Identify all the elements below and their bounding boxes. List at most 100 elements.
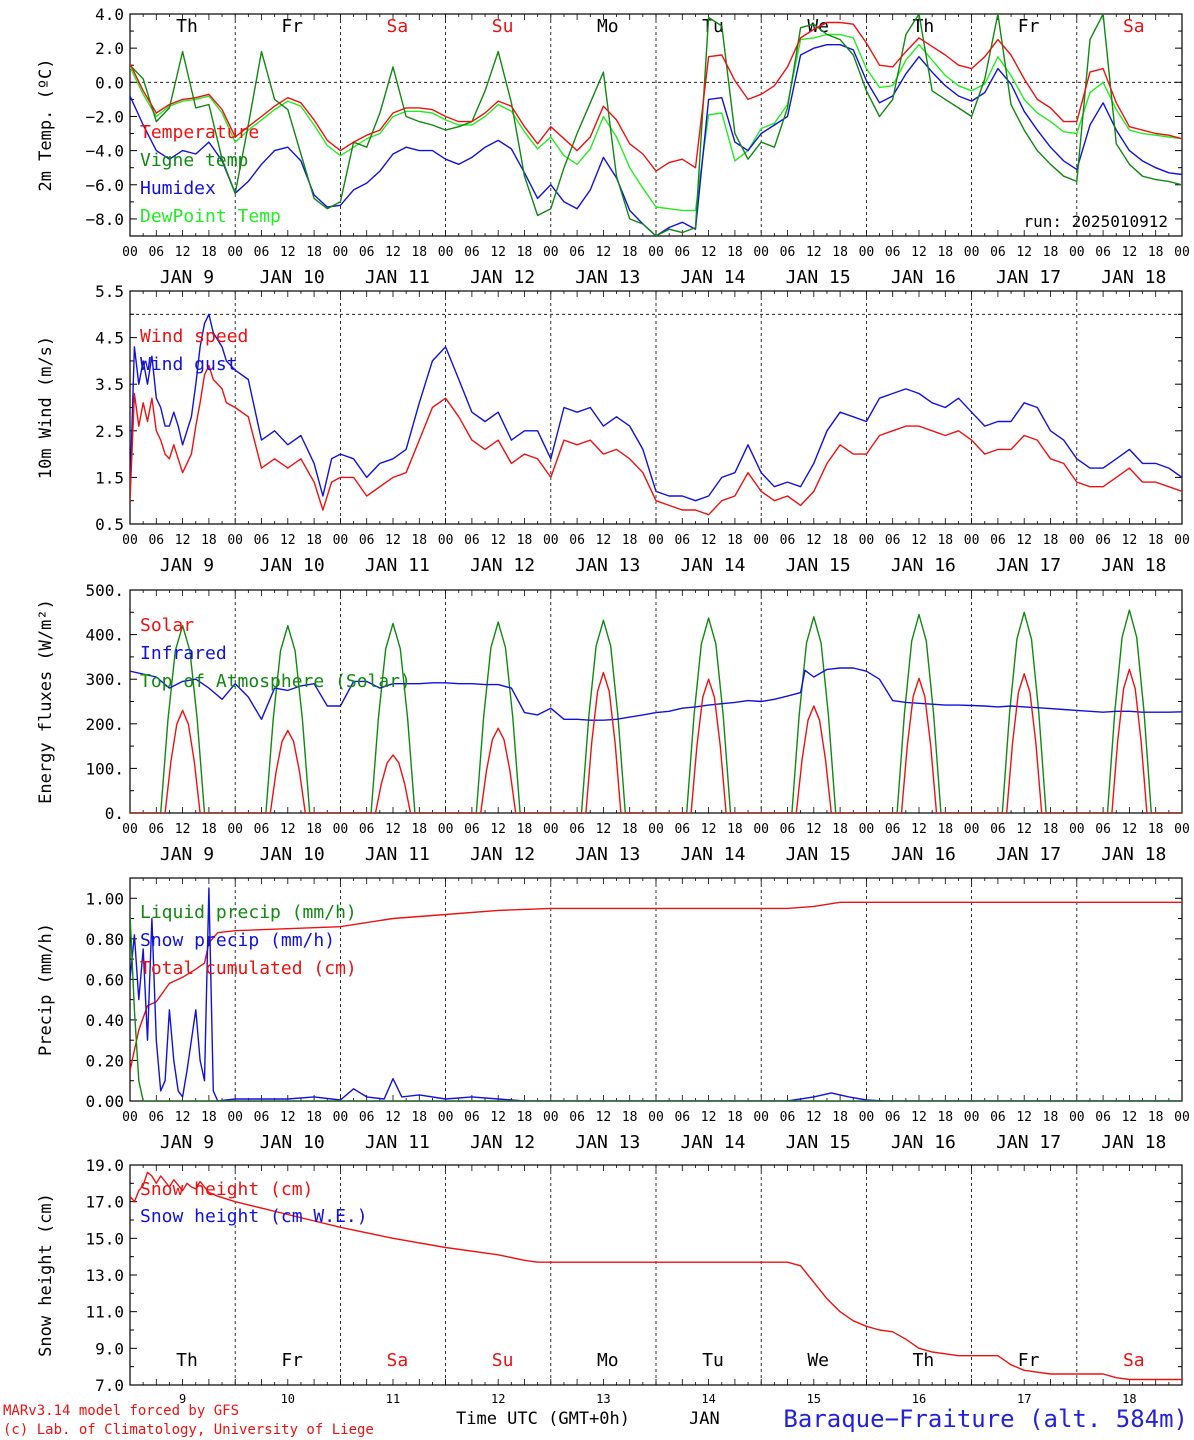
weekday-label: Mo [597,16,619,37]
date-label: JAN 16 [891,1132,956,1153]
weekday-label: Sa [1123,16,1145,37]
hour-tick-label: 00 [648,533,664,548]
date-label: JAN 14 [680,555,745,576]
hour-tick-label: 00 [122,245,138,260]
date-label: JAN 18 [1101,267,1166,288]
hour-tick-label: 18 [306,245,322,260]
y-tick-label: −2.0 [85,107,124,126]
y-tick-label: 0.5 [95,515,124,534]
date-label: JAN 13 [575,1132,640,1153]
y-tick-label: 100. [85,759,124,778]
hour-tick-label: 12 [1016,1110,1032,1125]
hour-tick-label: 12 [911,533,927,548]
date-label: JAN 16 [891,844,956,865]
hour-tick-label: 00 [753,533,769,548]
hour-tick-label: 18 [517,1110,533,1125]
y-tick-label: 1.5 [95,468,124,487]
hour-tick-label: 12 [1122,245,1138,260]
hour-tick-label: 18 [1148,533,1164,548]
y-axis-title: 10m Wind (m/s) [36,336,56,479]
hour-tick-label: 12 [1122,1110,1138,1125]
hour-tick-label: 12 [911,822,927,837]
date-label: JAN 13 [575,555,640,576]
hour-tick-label: 18 [1043,822,1059,837]
date-label: JAN 9 [160,1132,214,1153]
credit-line-2: (c) Lab. of Climatology, University of L… [3,1422,374,1438]
date-label: JAN 15 [786,555,851,576]
run-label: run: 2025010912 [1024,212,1169,231]
hour-tick-label: 18 [1148,1110,1164,1125]
y-tick-label: 2.5 [95,422,124,441]
hour-tick-label: 00 [1069,822,1085,837]
date-label: JAN 18 [1101,555,1166,576]
hour-tick-label: 00 [648,245,664,260]
legend-entry: Infrared [140,643,227,664]
series-group [130,609,1182,813]
series-group [130,313,1182,516]
y-axis-title: Precip (mm/h) [36,923,56,1056]
hour-tick-label: 12 [280,822,296,837]
hour-tick-label: 18 [517,822,533,837]
hour-tick-label: 06 [359,1110,375,1125]
hour-tick-label: 00 [227,533,243,548]
hour-tick-label: 18 [832,533,848,548]
hour-tick-label: 18 [517,245,533,260]
hour-tick-label: 12 [701,533,717,548]
date-label: JAN 14 [680,844,745,865]
hour-tick-label: 00 [753,822,769,837]
legend-entry: Temperature [140,122,259,143]
y-tick-label: 7.0 [95,1376,124,1395]
hour-tick-label: 18 [1043,245,1059,260]
credit-line-1: MARv3.14 model forced by GFS [3,1403,239,1419]
y-tick-label: 0.00 [85,1092,124,1111]
hour-tick-label: 06 [464,1110,480,1125]
hour-tick-label: 12 [701,245,717,260]
y-tick-label: 19.0 [85,1156,124,1175]
hour-tick-label: 18 [517,533,533,548]
hour-tick-label: 12 [806,1110,822,1125]
date-label: JAN 9 [160,267,214,288]
date-label: JAN 10 [260,555,325,576]
hour-tick-label: 06 [464,822,480,837]
date-label: JAN 17 [996,555,1061,576]
hour-tick-label: 06 [780,245,796,260]
weekday-label: Su [492,1350,514,1371]
date-label: JAN 14 [680,267,745,288]
series-line-temp-0 [130,21,1182,172]
hour-tick-label: 12 [280,533,296,548]
date-label: JAN 17 [996,844,1061,865]
hour-tick-label: 18 [727,822,743,837]
weekday-label: Fr [281,1350,303,1371]
hour-tick-label: 12 [1016,245,1032,260]
hour-tick-label: 06 [359,822,375,837]
y-tick-label: 2.0 [95,39,124,58]
hour-tick-label: 00 [333,245,349,260]
hour-tick-label: 12 [1016,533,1032,548]
day-number-label: 14 [701,1392,715,1406]
hour-tick-label: 00 [543,822,559,837]
y-tick-label: 0.80 [85,930,124,949]
hour-tick-label: 12 [806,533,822,548]
hour-tick-label: 12 [175,1110,191,1125]
hour-tick-label: 00 [964,245,980,260]
hour-tick-label: 00 [964,533,980,548]
panel-wind: 5.5 4.5 3.5 2.5 1.5 0.5 10m Wind (m/s) 00 06 12 18… [36,282,1190,576]
footer: MARv3.14 model forced by GFS (c) Lab. of… [3,1403,1188,1438]
hour-tick-label: 00 [648,1110,664,1125]
series-line-temp-1 [130,14,1182,236]
date-label: JAN 11 [365,1132,430,1153]
y-tick-label: 17.0 [85,1193,124,1212]
hour-tick-label: 00 [333,1110,349,1125]
hour-tick-label: 18 [727,1110,743,1125]
hour-tick-label: 12 [596,245,612,260]
hour-tick-label: 18 [1043,533,1059,548]
legend-entry: Wind gust [140,354,238,375]
legend-entry: Liquid precip (mm/h) [140,902,357,923]
date-label: JAN 12 [470,1132,535,1153]
hour-tick-label: 06 [464,245,480,260]
hour-tick-label: 06 [254,245,270,260]
hour-tick-label: 18 [937,1110,953,1125]
hour-tick-label: 18 [1148,822,1164,837]
y-tick-label: 15.0 [85,1229,124,1248]
